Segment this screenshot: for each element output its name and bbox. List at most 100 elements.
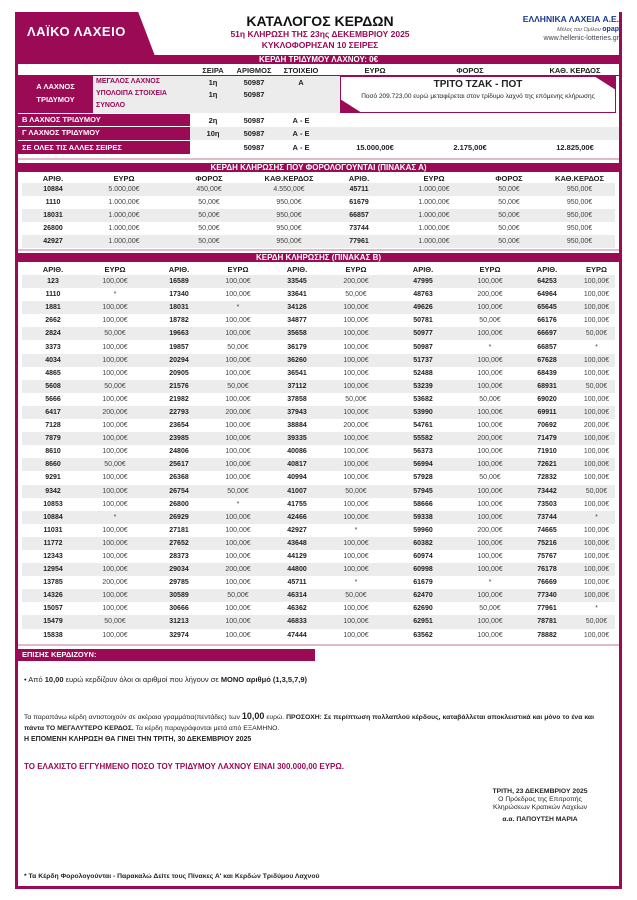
- prize-amount: 50,00€: [474, 183, 544, 196]
- col-element: ΣΤΟΙΧΕΙΟ: [283, 66, 319, 75]
- prize-amount: 50,00€: [345, 395, 367, 403]
- table-row: 8610 100,00€ 24806 100,00€ 40086 100,00€ 56373…: [22, 445, 615, 458]
- ticket-number: 26800: [43, 225, 63, 232]
- prize-amount: 100,00€: [84, 563, 146, 577]
- prize-amount: 950,00€: [544, 209, 615, 222]
- c-element: Α - Ε: [292, 129, 310, 138]
- ticket-number: 34877: [287, 317, 307, 325]
- ticket-number: 11772: [22, 536, 84, 550]
- ticket-number: 66176: [537, 317, 557, 325]
- prize-amount: 100,00€: [583, 500, 610, 508]
- ticket-number: 50987: [413, 343, 433, 351]
- divider: [18, 644, 619, 646]
- prize-amount: 100,00€: [330, 405, 382, 420]
- prize-amount: 100,00€: [102, 605, 128, 613]
- ticket-number: 1881: [22, 301, 84, 315]
- prize-amount: 950,00€: [276, 225, 302, 232]
- prize-amount: 100,00€: [225, 317, 251, 325]
- header-title-block: ΚΑΤΑΛΟΓΟΣ ΚΕΡΔΩΝ 51η ΚΛΗΡΩΣΗ ΤΗΣ 23ης ΔΕ…: [160, 14, 480, 51]
- ticket-number: 62470: [382, 589, 464, 603]
- ticket-number: 37943: [264, 405, 330, 420]
- ticket-number: 76669: [537, 579, 557, 587]
- ticket-number: 27652: [146, 536, 212, 550]
- ticket-number: 26754: [146, 484, 212, 498]
- ticket-number: 40817: [264, 458, 330, 472]
- column-header: ΕΥΡΩ: [423, 173, 445, 183]
- ticket-number: 6417: [22, 405, 84, 420]
- prize-amount: 950,00€: [544, 235, 615, 248]
- prize-amount: 100,00€: [212, 536, 264, 550]
- table-row: 11772 100,00€ 27652 100,00€ 43648 100,00€ 6038…: [22, 536, 615, 550]
- prize-amount: 100,00€: [578, 353, 615, 367]
- prize-amount: 100,00€: [578, 563, 615, 577]
- ticket-number: 46362: [287, 605, 307, 613]
- column-header: ΕΥΡΩ: [227, 264, 249, 274]
- ticket-number: 12343: [43, 553, 63, 561]
- ticket-number: 123: [22, 275, 84, 289]
- prize-amount: 50,00€: [212, 589, 264, 603]
- prize-amount: 100,00€: [212, 510, 264, 524]
- a-row-number: 50987: [243, 78, 265, 87]
- table-row: 15479 50,00€ 31213 100,00€ 46833 100,00€ 62951…: [22, 615, 615, 629]
- prize-amount: 50,00€: [578, 615, 615, 629]
- ticket-number: 1110: [45, 291, 61, 299]
- ticket-number: 77961: [324, 235, 394, 248]
- prize-amount: 950,00€: [276, 199, 302, 206]
- a-row-series: 1η: [208, 78, 218, 87]
- ticket-number: 58666: [413, 500, 433, 508]
- ticket-number: 63562: [413, 631, 433, 639]
- table-row: 2662 100,00€ 18782 100,00€ 34877 100,00€ 50781…: [22, 314, 615, 327]
- table-row: 9342 100,00€ 26754 50,00€ 41007 50,00€ 57945 10…: [22, 484, 615, 498]
- prize-amount: 100,00€: [477, 369, 503, 377]
- prize-amount: 200,00€: [477, 526, 503, 534]
- prize-amount: 50,00€: [479, 605, 501, 613]
- ticket-number: 37858: [287, 395, 307, 403]
- a-row-element: Α: [298, 78, 304, 87]
- ticket-number: 47444: [287, 631, 307, 639]
- column-header: ΑΡΙΘ.: [168, 264, 190, 274]
- prize-amount: 100,00€: [343, 553, 369, 561]
- all-number: 50987: [243, 143, 265, 152]
- prize-amount: 100,00€: [330, 536, 382, 550]
- prize-amount: 200,00€: [212, 405, 264, 420]
- prize-amount: *: [236, 500, 240, 508]
- ticket-number: 9342: [22, 484, 84, 498]
- prize-amount: 100,00€: [583, 369, 610, 377]
- ticket-number: 7879: [22, 432, 84, 446]
- prize-amount: *: [595, 605, 598, 613]
- column-header: ΑΡΙΘ.: [536, 264, 558, 274]
- ticket-number: 8610: [45, 448, 61, 456]
- brand-block: ΕΛΛΗΝΙΚΑ ΛΑΧΕΙΑ Α.Ε. Μέλος του Ομίλου op…: [523, 14, 619, 42]
- prize-amount: 100,00€: [102, 343, 128, 351]
- prize-amount: 50,00€: [227, 343, 249, 351]
- all-element: Α - Ε: [292, 143, 310, 152]
- col-number: ΑΡΙΘΜΟΣ: [236, 66, 272, 75]
- prize-amount: 50,00€: [198, 199, 220, 206]
- ticket-number: 19663: [146, 327, 212, 341]
- b-series: 2η: [208, 116, 218, 125]
- ticket-number: 71479: [516, 432, 578, 446]
- text: • Από: [24, 675, 45, 684]
- ticket-number: 9291: [45, 474, 61, 482]
- ticket-number: 26368: [169, 474, 189, 482]
- ticket-number: 55582: [382, 432, 464, 446]
- table-row: 5608 50,00€ 21576 50,00€ 37112 100,00€ 53239 10…: [22, 379, 615, 393]
- prize-amount: 100,00€: [212, 353, 264, 367]
- text: Τα κέρδη παραγράφονται μετά από ΕΞΑΜΗΝΟ.: [133, 724, 280, 732]
- prize-amount: 50,00€: [164, 209, 254, 222]
- ticket-number: 5608: [22, 379, 84, 393]
- ticket-number: 4034: [22, 353, 84, 367]
- ticket-number: 44800: [264, 563, 330, 577]
- prize-amount: 100,00€: [212, 458, 264, 472]
- ticket-number: 10853: [43, 500, 63, 508]
- prize-amount: 100,00€: [464, 405, 516, 420]
- ticket-number: 26929: [146, 510, 212, 524]
- prize-amount: 100,00€: [464, 379, 516, 393]
- ticket-number: 34126: [264, 301, 330, 315]
- ticket-number: 62951: [382, 615, 464, 629]
- prize-amount: 100,00€: [330, 615, 382, 629]
- column-header: ΕΥΡΩ: [585, 264, 608, 274]
- ticket-number: 67628: [516, 353, 578, 367]
- ticket-number: 51737: [382, 353, 464, 367]
- column-header: ΦΟΡΟΣ: [195, 173, 223, 183]
